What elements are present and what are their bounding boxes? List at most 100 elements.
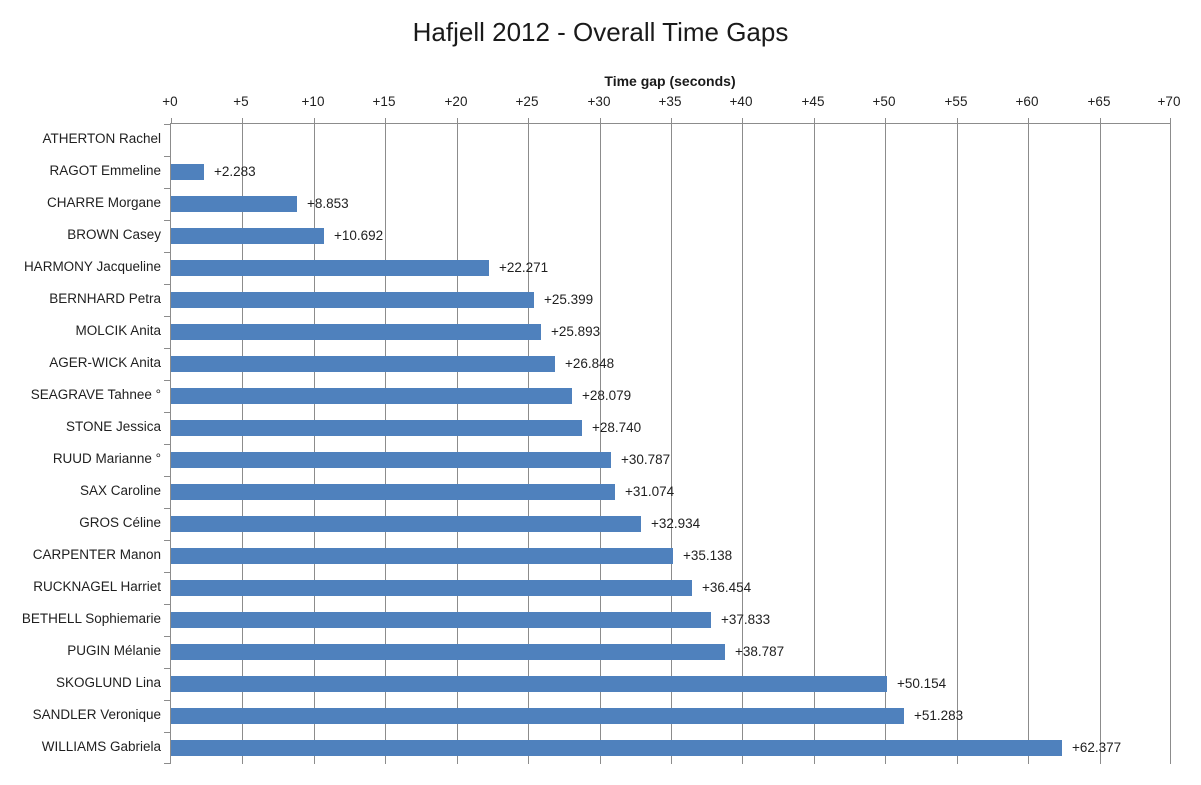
x-axis-tick-mark	[385, 118, 386, 124]
x-axis-tick-mark	[885, 118, 886, 124]
plot-area: +2.283 +8.853 +10.692 +22.271 +25.399 +25.893…	[164, 118, 1171, 764]
bar	[171, 580, 692, 596]
chart-row: +36.454	[171, 572, 1171, 604]
x-axis-tick-mark	[1028, 118, 1029, 124]
chart-row: +28.740	[171, 412, 1171, 444]
y-axis-tick-mark	[164, 604, 171, 605]
x-axis-tick-mark	[457, 118, 458, 124]
category-label: PUGIN Mélanie	[67, 643, 161, 658]
category-label: ATHERTON Rachel	[42, 131, 161, 146]
bar-value-label: +37.833	[721, 612, 771, 627]
chart-row: +38.787	[171, 636, 1171, 668]
chart-row: +2.283	[171, 156, 1171, 188]
gridline	[457, 124, 458, 764]
bar-value-label: +25.893	[551, 324, 601, 339]
y-axis-tick-mark	[164, 124, 171, 125]
x-axis-tick-mark	[742, 118, 743, 124]
category-label: RUCKNAGEL Harriet	[33, 579, 161, 594]
category-label: CARPENTER Manon	[32, 547, 161, 562]
x-tick-label: +70	[1157, 94, 1181, 109]
bar	[171, 292, 534, 308]
bar	[171, 740, 1062, 756]
x-tick-label: +10	[301, 94, 325, 109]
gridline	[242, 124, 243, 764]
y-axis-tick-mark	[164, 188, 171, 189]
x-axis-tick-mark	[528, 118, 529, 124]
bar	[171, 548, 673, 564]
x-axis-tick-mark	[957, 118, 958, 124]
bar-value-label: +50.154	[897, 676, 947, 691]
category-label: HARMONY Jacqueline	[23, 259, 161, 274]
category-label: MOLCIK Anita	[75, 323, 161, 338]
bar-value-label: +35.138	[683, 548, 733, 563]
x-tick-label: +5	[233, 94, 249, 109]
category-label: STONE Jessica	[65, 419, 161, 434]
x-axis-tick-mark	[242, 118, 243, 124]
x-axis-tick-mark	[314, 118, 315, 124]
x-tick-label: +60	[1015, 94, 1039, 109]
x-tick-label: +65	[1087, 94, 1111, 109]
chart-row	[171, 124, 1171, 156]
y-axis-tick-mark	[164, 636, 171, 637]
y-axis-tick-mark	[164, 348, 171, 349]
bar	[171, 196, 297, 212]
category-label: SKOGLUND Lina	[55, 675, 161, 690]
y-axis-tick-mark	[164, 444, 171, 445]
y-axis-tick-mark	[164, 732, 171, 733]
gridline	[1170, 124, 1171, 764]
bar-value-label: +31.074	[625, 484, 675, 499]
gridline	[600, 124, 601, 764]
bar-value-label: +30.787	[621, 452, 671, 467]
gridline	[314, 124, 315, 764]
chart-row: +37.833	[171, 604, 1171, 636]
bar-value-label: +26.848	[565, 356, 615, 371]
x-axis-tick-mark	[814, 118, 815, 124]
x-tick-label: +45	[801, 94, 825, 109]
chart-row: +28.079	[171, 380, 1171, 412]
y-axis-tick-mark	[164, 668, 171, 669]
x-axis-tick-mark	[1100, 118, 1101, 124]
bar	[171, 708, 904, 724]
chart-row: +8.853	[171, 188, 1171, 220]
bar-value-label: +51.283	[914, 708, 964, 723]
y-axis-tick-mark	[164, 508, 171, 509]
chart-row: +31.074	[171, 476, 1171, 508]
bar-value-label: +22.271	[499, 260, 549, 275]
x-tick-label: +50	[872, 94, 896, 109]
category-label: SAX Caroline	[79, 483, 161, 498]
x-axis-tick-mark	[671, 118, 672, 124]
bar	[171, 260, 489, 276]
y-axis-tick-mark	[164, 316, 171, 317]
y-axis-tick-mark	[164, 572, 171, 573]
bar	[171, 452, 611, 468]
x-tick-label: +25	[515, 94, 539, 109]
gridline	[742, 124, 743, 764]
x-tick-label: +15	[372, 94, 396, 109]
y-axis-tick-mark	[164, 284, 171, 285]
bar-value-label: +38.787	[735, 644, 785, 659]
category-label: BERNHARD Petra	[49, 291, 161, 306]
gridline	[385, 124, 386, 764]
category-label: SANDLER Veronique	[32, 707, 161, 722]
bar-value-label: +25.399	[544, 292, 594, 307]
bar	[171, 644, 725, 660]
bar-value-label: +32.934	[651, 516, 701, 531]
y-axis-tick-mark	[164, 540, 171, 541]
x-tick-label: +35	[658, 94, 682, 109]
x-axis-tick-mark	[600, 118, 601, 124]
x-tick-label: +40	[729, 94, 753, 109]
gridline	[885, 124, 886, 764]
gridline	[528, 124, 529, 764]
chart-row: +62.377	[171, 732, 1171, 764]
y-axis-tick-mark	[164, 763, 171, 764]
gridline	[1028, 124, 1029, 764]
bar	[171, 484, 615, 500]
bar-value-label: +36.454	[702, 580, 752, 595]
gridline	[957, 124, 958, 764]
chart-row: +22.271	[171, 252, 1171, 284]
gridline	[1100, 124, 1101, 764]
x-axis-title: Time gap (seconds)	[604, 73, 736, 89]
category-label: BROWN Casey	[67, 227, 161, 242]
chart-row: +35.138	[171, 540, 1171, 572]
